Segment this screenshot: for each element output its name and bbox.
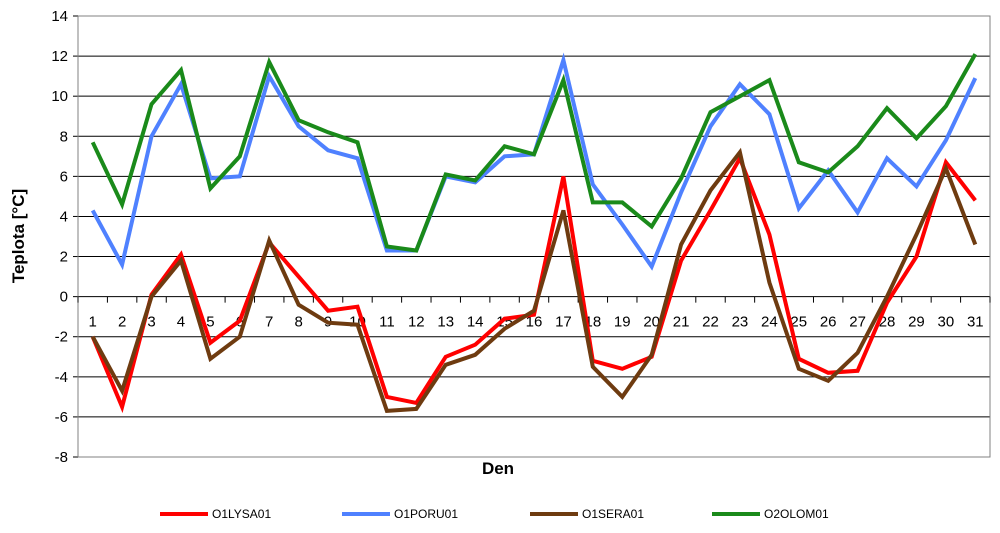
y-tick-labels: 14 12 10 8 6 4 2 0 -2 -4 -6 -8 [51, 8, 68, 466]
x-tick-label: 19 [614, 314, 631, 331]
x-tick-label: 22 [702, 314, 719, 331]
x-tick-label: 14 [467, 314, 484, 331]
x-axis-title: Den [482, 459, 514, 478]
x-tick-label: 31 [967, 314, 984, 331]
y-tick-label: 12 [51, 48, 68, 65]
y-tick-label: 6 [60, 168, 68, 185]
x-tick-label: 30 [938, 314, 955, 331]
y-tick-label: -6 [55, 409, 68, 426]
series-line-o1poru01 [90, 52, 978, 271]
legend-label: O1SERA01 [582, 507, 644, 521]
x-tick-label: 27 [849, 314, 866, 331]
x-tick-label: 17 [555, 314, 572, 331]
x-tick-label: 8 [294, 314, 302, 331]
x-tick-label: 4 [177, 314, 185, 331]
y-tick-label: 14 [51, 8, 68, 25]
x-tick-label: 2 [118, 314, 126, 331]
axes [73, 15, 991, 458]
y-tick-label: -2 [55, 329, 68, 346]
gridlines [78, 15, 990, 458]
y-tick-label: 4 [60, 208, 68, 225]
y-axis-title: Teplota [°C] [9, 189, 28, 283]
legend-label: O2OLOM01 [764, 507, 829, 521]
x-tick-label: 3 [147, 314, 155, 331]
x-tick-label: 1 [89, 314, 97, 331]
x-tick-label: 16 [526, 314, 543, 331]
plot-area [77, 15, 991, 458]
x-tick-label: 12 [408, 314, 425, 331]
x-tick-label: 29 [908, 314, 925, 331]
y-tick-label: 2 [60, 249, 68, 266]
x-tick-label: 26 [820, 314, 837, 331]
x-tick-label: 28 [879, 314, 896, 331]
series-lines [90, 52, 978, 414]
x-tick-label: 7 [265, 314, 273, 331]
x-tick-labels: 1 2 3 4 5 6 7 8 9 10 11 12 13 14 15 16 17 18 19 20 21 22 23 24 2… [89, 314, 984, 331]
x-tick-label: 11 [379, 314, 395, 331]
x-tick-label: 21 [673, 314, 690, 331]
y-tick-label: -4 [55, 369, 68, 386]
y-tick-label: 0 [60, 289, 68, 306]
legend-label: O1PORU01 [394, 507, 458, 521]
series-line-o2olom01 [90, 53, 978, 253]
series-line-o1sera01 [90, 147, 978, 413]
x-tick-label: 13 [437, 314, 454, 331]
y-tick-label: -8 [55, 449, 68, 466]
y-tick-label: 8 [60, 128, 68, 145]
legend: O1LYSA01 O1PORU01 O1SERA01 O2OLOM01 [160, 507, 829, 521]
x-tick-label: 25 [790, 314, 807, 331]
series-line-o1lysa01 [90, 153, 977, 414]
y-tick-label: 10 [51, 88, 68, 105]
x-tick-label: 5 [206, 314, 214, 331]
legend-label: O1LYSA01 [212, 507, 271, 521]
x-tick-label: 20 [643, 314, 660, 331]
x-tick-label: 24 [761, 314, 778, 331]
x-tick-label: 23 [732, 314, 749, 331]
